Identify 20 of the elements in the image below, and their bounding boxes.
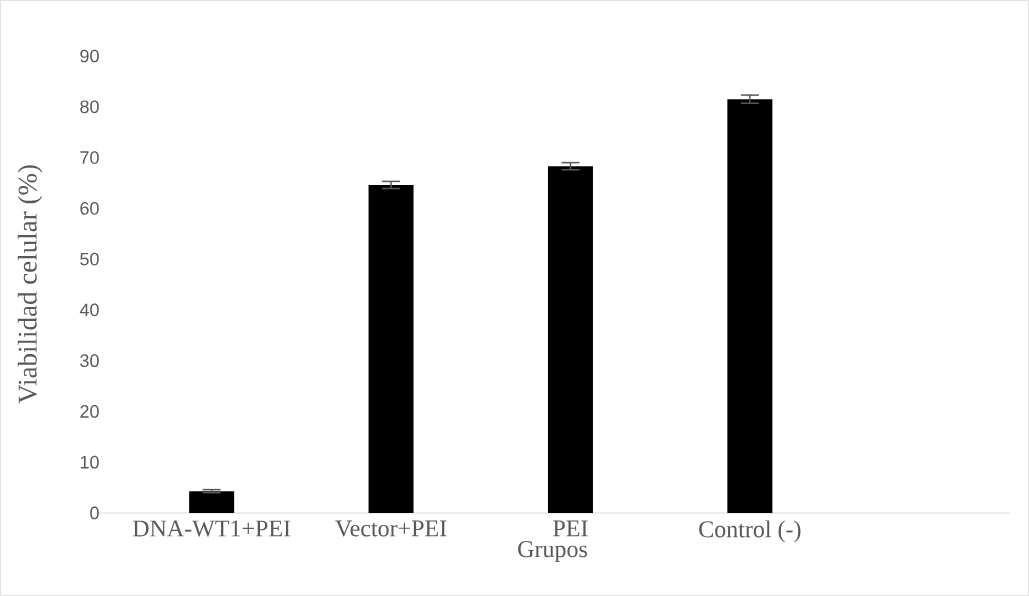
bar	[547, 166, 593, 513]
y-tick-label: 40	[79, 303, 99, 317]
y-tick-label: 70	[80, 151, 99, 164]
y-tick-label: 90	[80, 49, 99, 63]
y-tick-label: 80	[80, 100, 99, 114]
y-tick-label: 10	[80, 455, 99, 469]
x-axis-title: Grupos	[518, 541, 587, 563]
y-tick-label: 50	[80, 252, 99, 266]
x-tick-label: PEI	[553, 520, 588, 537]
x-tick-label: Control (-)	[699, 520, 801, 543]
x-tick-label: DNA-WT1+PEI	[132, 520, 291, 537]
bar	[727, 99, 773, 513]
bar	[189, 491, 235, 513]
y-tick-label: 20	[80, 405, 99, 418]
y-axis-title: Viabilidad celular (%)	[17, 165, 43, 404]
y-tick-label: 0	[90, 506, 99, 520]
bar	[368, 184, 414, 513]
x-tick-label: Vector+PEI	[335, 520, 447, 537]
y-tick-label: 60	[80, 201, 99, 215]
y-tick-label: 30	[80, 354, 99, 368]
